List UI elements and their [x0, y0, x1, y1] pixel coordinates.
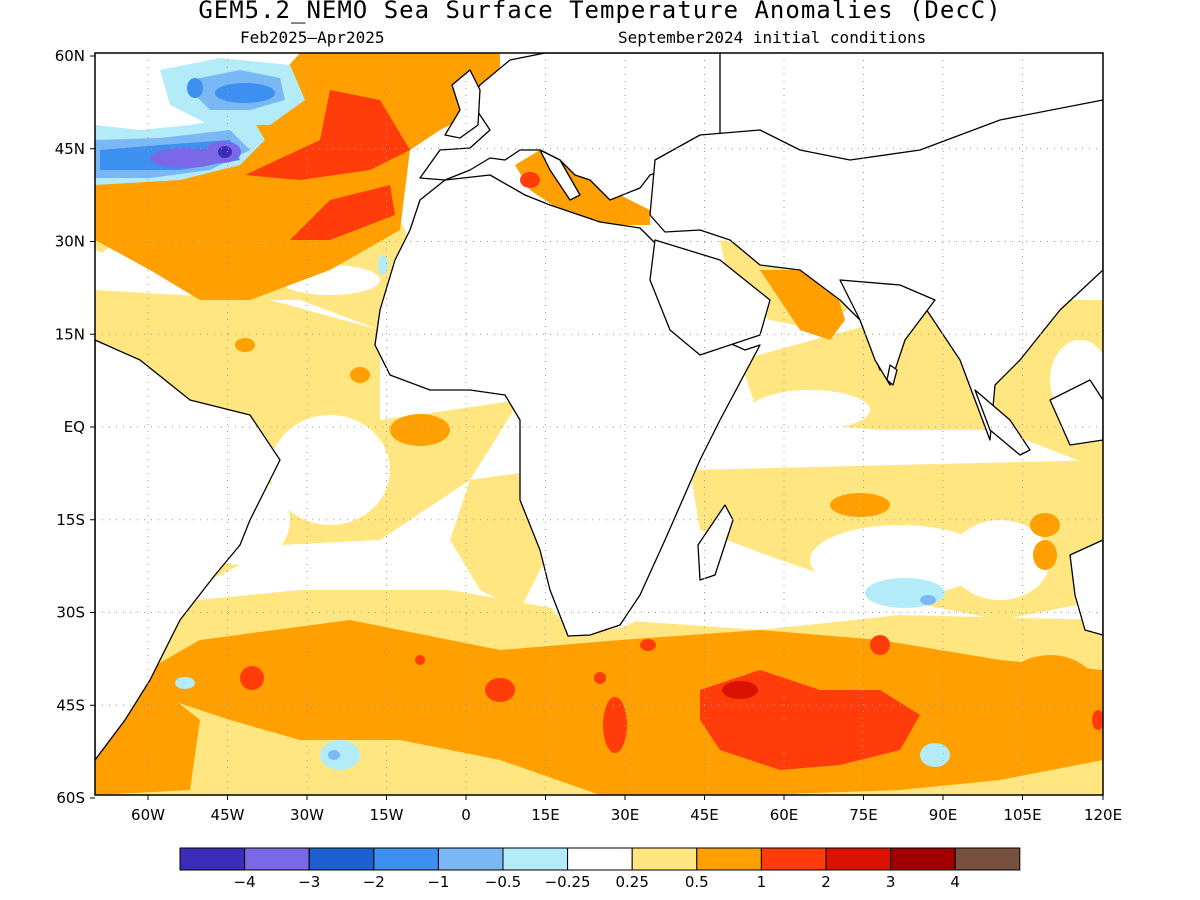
colorbar-swatch — [760, 847, 827, 871]
lat-tick-label: 15N — [55, 325, 85, 343]
cold-anomaly-north-atlantic — [95, 58, 305, 185]
sumatra-outline — [974, 389, 1031, 456]
latitude-axis: 60N 45N 30N 15N EQ 15S 30S 45S 60S — [55, 47, 95, 807]
forecast-period: Feb2025–Apr2025 — [240, 28, 385, 47]
coastlines — [95, 53, 1103, 761]
colorbar-swatch — [631, 847, 698, 871]
madagascar-outline — [697, 504, 734, 581]
lat-tick-label: 45S — [56, 696, 85, 714]
colorbar-label: −3 — [298, 873, 320, 891]
india-outline — [839, 279, 936, 386]
lon-tick-label: 30W — [290, 806, 324, 824]
lon-tick-label: 75E — [849, 806, 878, 824]
colorbar-label: 4 — [950, 873, 960, 891]
colorbar-swatch — [696, 847, 762, 871]
italy-outline — [539, 149, 581, 201]
lon-tick-label: 60E — [770, 806, 799, 824]
colorbar-label: −0.5 — [485, 873, 521, 891]
lat-tick-label: 45N — [55, 140, 85, 158]
south-america-outline — [95, 339, 281, 761]
borneo-outline — [1049, 379, 1103, 446]
colorbar-swatch — [502, 847, 569, 871]
lon-tick-label: 15W — [370, 806, 404, 824]
colorbar-label: 2 — [821, 873, 831, 891]
plot-frame — [94, 52, 1104, 796]
colorbar-label: 3 — [886, 873, 896, 891]
lat-tick-label: 60S — [56, 789, 85, 807]
lat-tick-label: EQ — [64, 418, 85, 436]
colorbar-swatch — [179, 847, 246, 871]
lat-tick-label: 15S — [56, 511, 85, 529]
lon-tick-label: 105E — [1003, 806, 1041, 824]
colorbar-label: −0.25 — [545, 873, 591, 891]
colorbar-label: 0.5 — [685, 873, 709, 891]
lon-tick-label: 60W — [131, 806, 165, 824]
graticule — [95, 53, 1103, 795]
anomaly-fields — [95, 53, 1103, 795]
colorbar-label: −4 — [234, 873, 256, 891]
colorbar-swatch — [825, 847, 892, 871]
colorbar-swatch — [567, 847, 633, 871]
lon-tick-label: 90E — [929, 806, 958, 824]
australia-outline — [1069, 539, 1103, 636]
initial-conditions: September2024 initial conditions — [618, 28, 927, 47]
arabia-outline — [649, 239, 771, 356]
colorbar-swatch — [308, 847, 375, 871]
longitude-axis: 60W 45W 30W 15W 0 15E 30E 45E 60E 75E 90E 105E 120E — [131, 795, 1122, 824]
colorbar-swatch — [437, 847, 504, 871]
colorbar: −4 −3 −2 −1 −0.5 −0.25 0.25 0.5 1 2 3 4 — [179, 847, 1021, 891]
asia-outline — [649, 99, 1103, 441]
lon-tick-label: 45W — [211, 806, 245, 824]
colorbar-label: −1 — [427, 873, 449, 891]
lat-tick-label: 30S — [56, 604, 85, 622]
lat-tick-label: 60N — [55, 47, 85, 65]
colorbar-swatch — [890, 847, 956, 871]
colorbar-swatch — [954, 847, 1021, 871]
sri-lanka-outline — [886, 364, 898, 386]
colorbar-swatch — [373, 847, 439, 871]
lon-tick-label: 15E — [531, 806, 560, 824]
uk-outline — [444, 69, 481, 139]
lon-tick-label: 0 — [461, 806, 471, 824]
colorbar-label: 1 — [757, 873, 767, 891]
lon-tick-label: 120E — [1084, 806, 1122, 824]
lon-tick-label: 45E — [690, 806, 719, 824]
map-title: GEM5.2_NEMO Sea Surface Temperature Anom… — [198, 0, 1002, 24]
colorbar-label: 0.25 — [615, 873, 648, 891]
colorbar-swatch — [244, 847, 310, 871]
lat-tick-label: 30N — [55, 233, 85, 251]
lon-tick-label: 30E — [611, 806, 640, 824]
colorbar-label: −2 — [363, 873, 385, 891]
